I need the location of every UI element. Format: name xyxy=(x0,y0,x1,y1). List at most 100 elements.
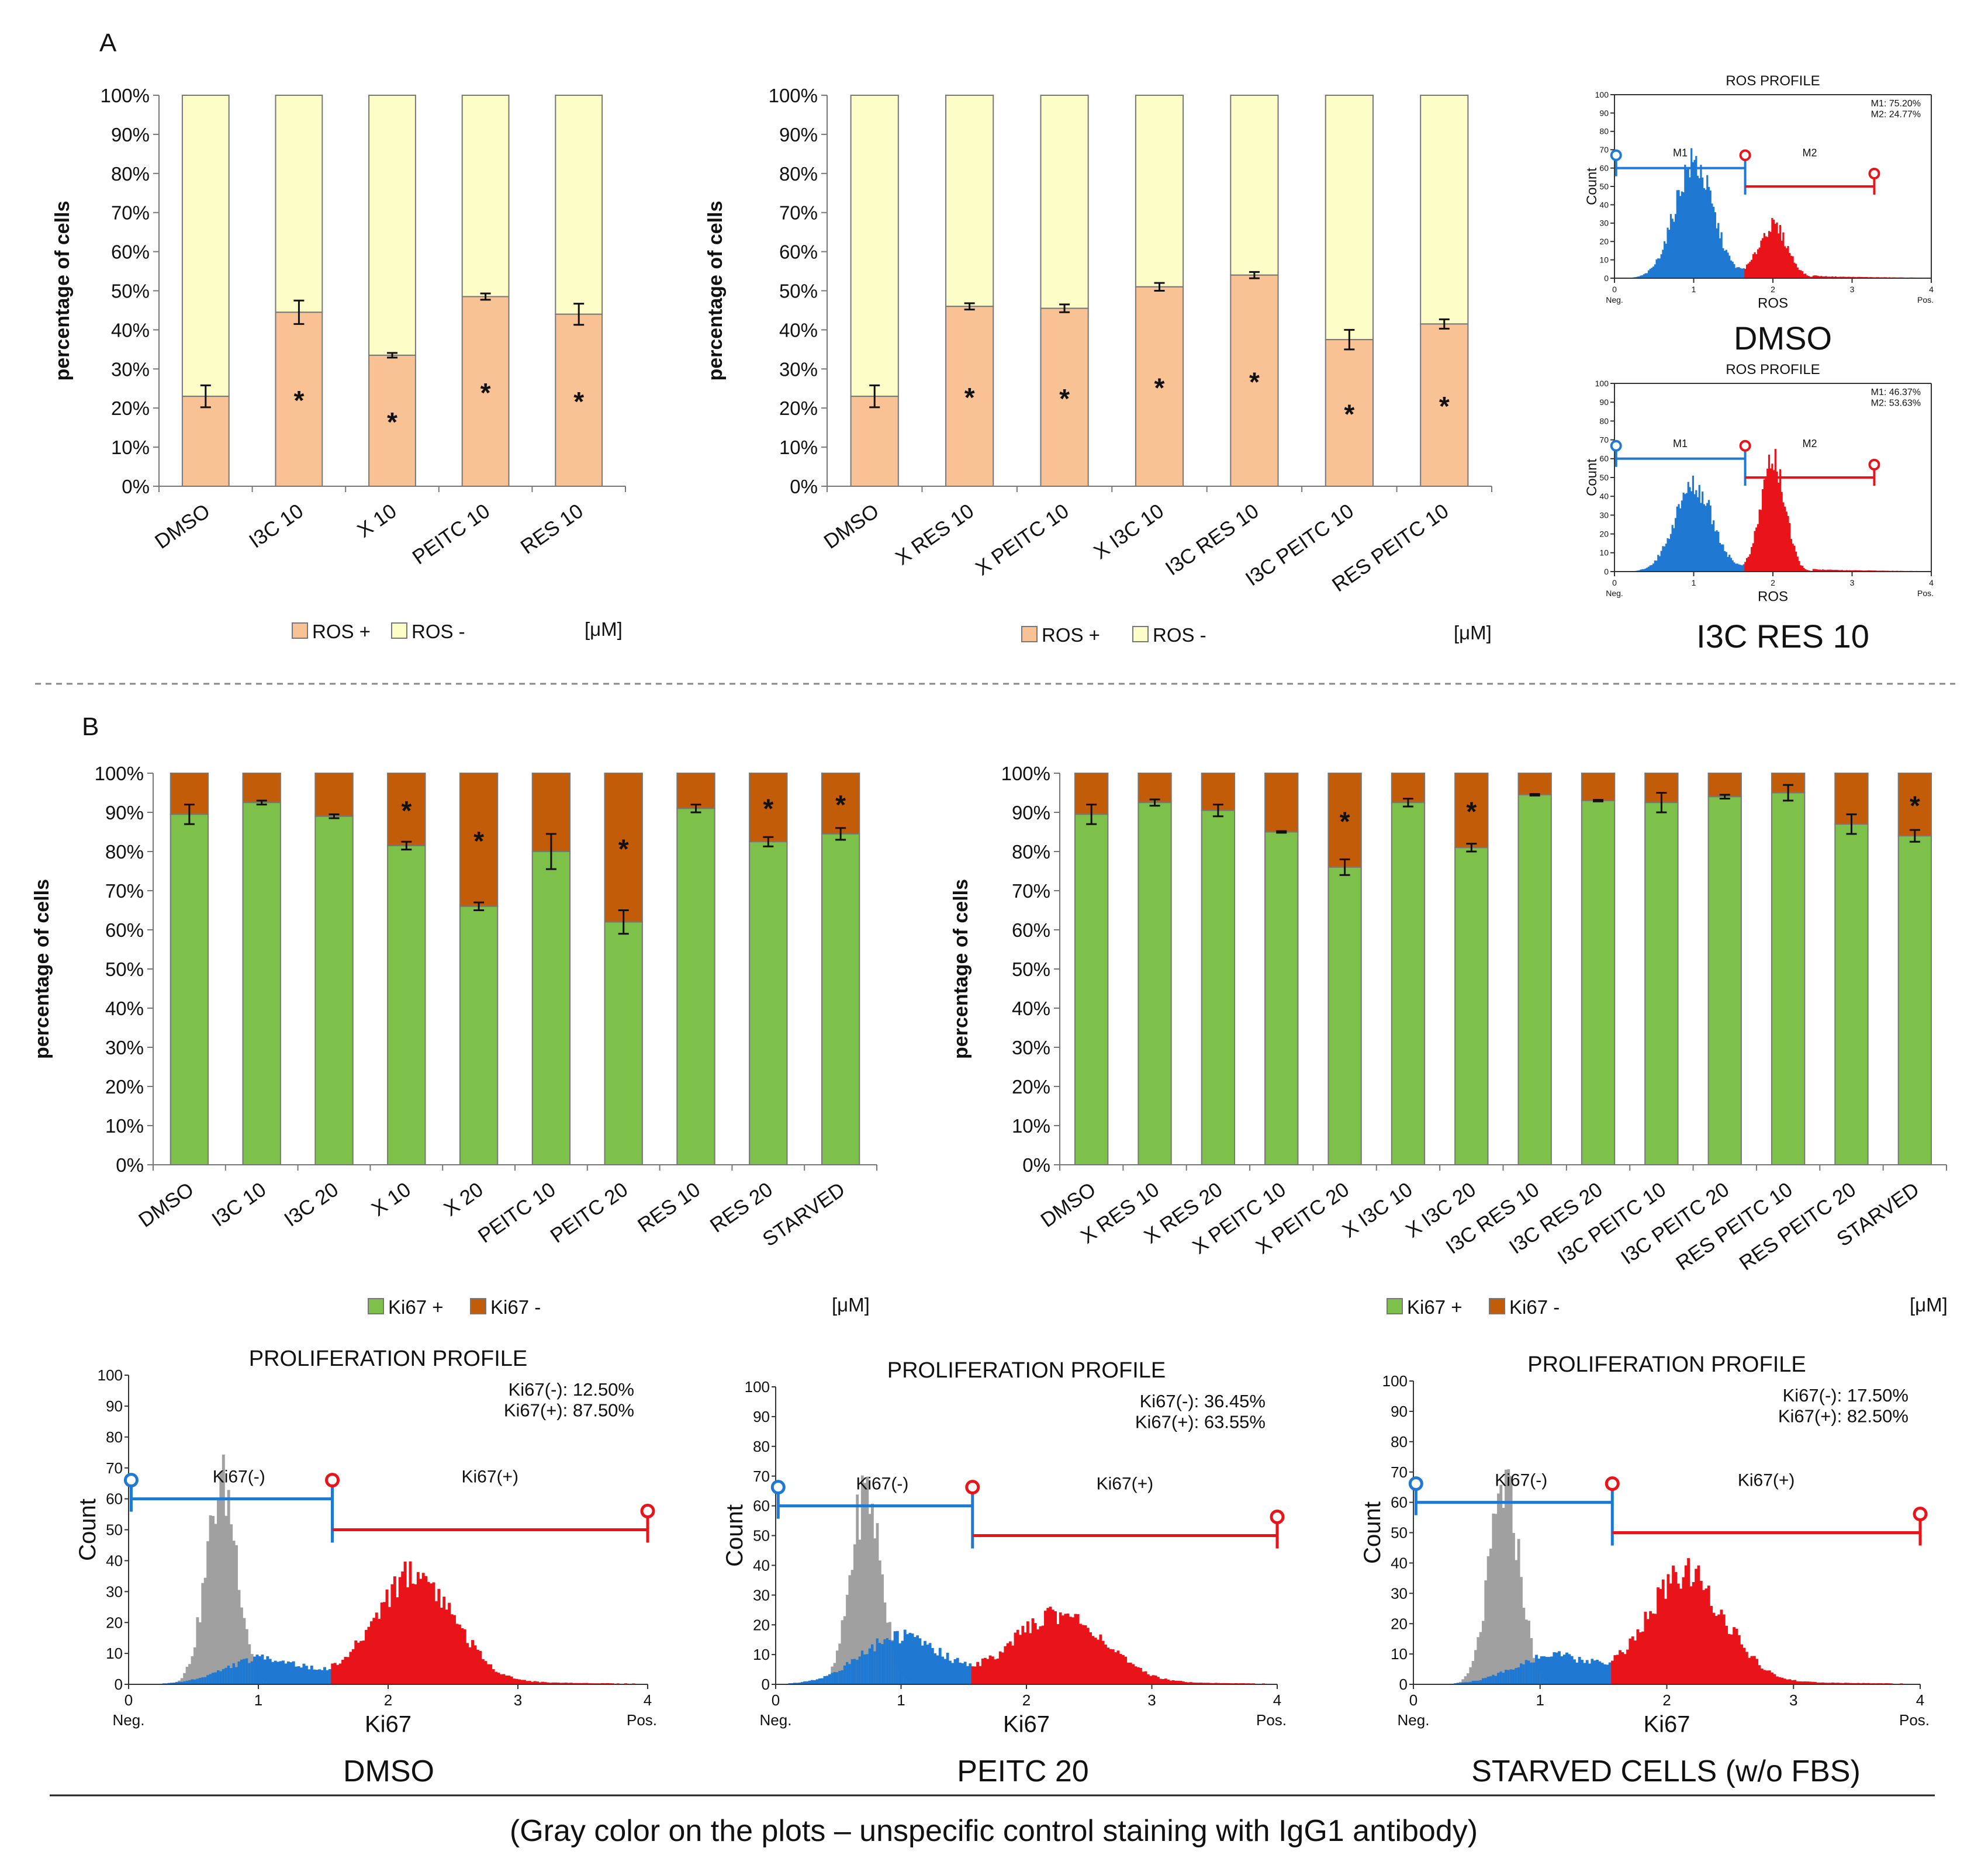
gate-positive-handle-right xyxy=(1913,1507,1928,1521)
histogram-bin-positive xyxy=(1850,276,1852,278)
histogram-bin-positive xyxy=(1041,1625,1045,1684)
histogram-bin-positive xyxy=(1204,1683,1208,1684)
y-tick-label: 30 xyxy=(753,1586,770,1604)
histogram-bin-positive xyxy=(1780,492,1783,572)
histogram-bin-positive xyxy=(1801,566,1803,572)
histogram-bin-positive xyxy=(1836,276,1838,278)
histogram-bin-negative xyxy=(1640,569,1642,572)
histogram-bin-positive xyxy=(1771,1672,1774,1684)
histogram-bin-positive xyxy=(1778,482,1780,572)
histogram-bin-negative xyxy=(1733,264,1735,278)
histogram-bin-negative xyxy=(966,1666,969,1684)
histogram-bin-positive xyxy=(1104,1645,1107,1684)
histogram-bin-negative xyxy=(1482,1678,1485,1684)
histogram-bin-positive xyxy=(1044,1611,1047,1684)
histogram-bin-negative xyxy=(1682,492,1685,572)
y-axis-title: percentage of cells xyxy=(31,879,53,1059)
histogram-bin-negative xyxy=(1649,269,1651,278)
histogram-bin-positive xyxy=(525,1681,529,1684)
bar-negative xyxy=(604,773,643,923)
bar-chart-2: 0% 10% 20% 30% 40% 50% 60% 70% 80% 90% 100% percent… xyxy=(704,85,1492,646)
error-bar xyxy=(964,302,975,311)
histogram-bin-positive xyxy=(1787,515,1789,572)
histogram-bin-control xyxy=(1505,1469,1508,1684)
histogram-bin-positive xyxy=(1771,217,1773,278)
histogram-bin-positive xyxy=(1789,252,1791,278)
histogram-bin-positive xyxy=(1031,1618,1035,1684)
histogram-bin-negative xyxy=(268,1659,272,1684)
histogram-bin-positive xyxy=(1803,274,1805,278)
histogram-bin-positive xyxy=(346,1657,350,1684)
histogram-bin-negative xyxy=(871,1644,874,1684)
legend-label-positive: Ki67 + xyxy=(388,1296,444,1318)
histogram-bin-positive xyxy=(1822,569,1824,572)
charts-layer: 0%10%20%30%40%50%60%70%80%90%100%percent… xyxy=(31,73,1948,1788)
histogram-bin-control xyxy=(1512,1532,1515,1684)
error-bar xyxy=(1154,282,1165,292)
gate-positive-handle-right xyxy=(1868,168,1880,179)
y-tick-label: 70% xyxy=(111,202,150,224)
histogram-bin-positive xyxy=(1844,276,1847,278)
bar-positive xyxy=(676,808,715,1166)
histogram-bin-positive xyxy=(1812,275,1814,278)
histogram-bin-negative xyxy=(1671,219,1674,278)
histogram-bin-control xyxy=(876,1523,879,1684)
histogram-bin-negative xyxy=(891,1641,894,1684)
histogram-bin-negative xyxy=(274,1660,277,1684)
y-tick-label: 40 xyxy=(1599,200,1609,209)
histogram-bin-positive xyxy=(1699,1580,1703,1684)
histogram-bin-positive xyxy=(1773,219,1775,278)
histogram-bin-positive xyxy=(1142,1671,1145,1684)
bar-positive xyxy=(1897,835,1932,1165)
histogram-bin-positive xyxy=(1097,1639,1100,1684)
bar-negative xyxy=(821,773,860,835)
histogram-bin-negative xyxy=(1685,169,1688,278)
y-tick-label: 20 xyxy=(106,1614,123,1631)
histogram-bin-control xyxy=(850,1570,854,1684)
histogram-bin-control xyxy=(219,1471,223,1684)
histogram-bin-negative xyxy=(1494,1676,1498,1684)
bar-negative xyxy=(242,773,281,804)
histogram-bin-positive xyxy=(1026,1621,1029,1684)
error-bar xyxy=(1249,271,1260,279)
error-bar xyxy=(200,384,211,409)
histogram-bin-negative xyxy=(1740,565,1742,572)
histogram-bin-negative xyxy=(1512,1669,1515,1684)
histogram-bin-positive xyxy=(1159,1678,1163,1684)
histogram-bin-positive xyxy=(1833,570,1835,572)
histogram-bin-negative xyxy=(1741,268,1744,278)
category-label: X RES 10 xyxy=(891,500,978,570)
histogram-bin-positive xyxy=(473,1645,477,1684)
legend-swatch-negative xyxy=(1132,626,1149,642)
histogram-bin-positive xyxy=(1780,240,1783,278)
histogram-bin-control xyxy=(185,1666,189,1684)
histogram-bin-positive xyxy=(471,1640,475,1684)
histogram-bin-positive xyxy=(1674,1572,1678,1684)
histogram-bin-positive xyxy=(1046,1608,1050,1684)
y-tick-label: 0% xyxy=(122,476,150,497)
histogram-bin-positive xyxy=(1745,558,1748,572)
histogram-bin-positive xyxy=(1827,569,1829,572)
gate-label-positive: Ki67(+) xyxy=(1097,1475,1154,1494)
histogram-bin-negative xyxy=(843,1665,846,1684)
histogram-bin-negative xyxy=(1717,223,1720,278)
histogram-bin-positive xyxy=(1679,1588,1683,1684)
histogram-bin-positive xyxy=(1638,1632,1642,1684)
histogram-bin-positive xyxy=(583,1683,586,1684)
histogram-bin-positive xyxy=(1011,1645,1015,1684)
histogram-bin-positive xyxy=(513,1678,516,1684)
legend-label-positive: ROS + xyxy=(1042,624,1100,646)
histogram-bin-positive xyxy=(1854,276,1856,278)
histogram-bin-negative xyxy=(1673,221,1675,278)
histogram-bin-negative xyxy=(1727,252,1729,278)
histogram-bin-positive xyxy=(979,1666,982,1684)
bar-negative xyxy=(555,95,603,315)
histogram-bin-negative xyxy=(1705,506,1707,572)
y-axis-title: Count xyxy=(1584,459,1600,496)
x-end-pos: Pos. xyxy=(1899,1711,1930,1729)
y-tick-label: 60% xyxy=(111,241,150,263)
y-tick-label: 10 xyxy=(1391,1645,1408,1663)
histogram-bin-negative xyxy=(1681,191,1683,278)
histogram-bin-positive xyxy=(398,1577,402,1684)
histogram-bin-negative xyxy=(1723,551,1726,572)
